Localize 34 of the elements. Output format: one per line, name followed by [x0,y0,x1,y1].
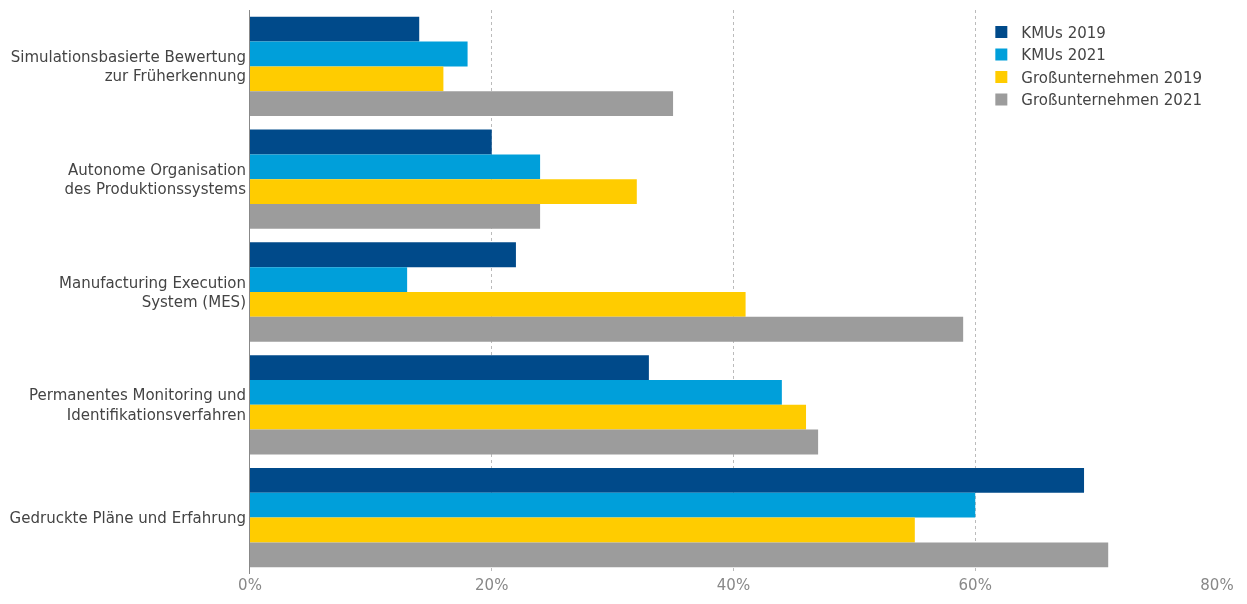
bar [250,91,674,117]
x-tick-label: 60% [958,576,992,594]
bar [250,204,541,229]
bar [250,316,964,342]
bar [250,355,649,380]
bar [250,41,468,67]
bar [250,517,915,543]
x-tick-label: 80% [1200,576,1234,594]
y-tick-label: Gedruckte Pläne und Erfahrung [9,508,246,527]
bar [250,379,782,405]
y-tick-label: Permanentes Monitoring und Identifikationsverfahren [29,386,246,424]
x-tick-label: 0% [238,576,262,594]
bar [250,129,492,155]
bar [250,492,976,518]
y-tick-label: Simulationsbasierte Bewertung zur Früherkennung [10,47,246,86]
bar [250,267,408,292]
legend-label: KMUs 2019 [1021,23,1106,42]
x-tick-label: 40% [716,576,751,594]
bar [250,242,516,268]
x-tick-label: 20% [475,576,509,594]
legend-label: Großunternehmen 2021 [1021,91,1202,110]
bar [250,154,541,180]
y-tick-label: Autonome Organisation des Produktionssystems [64,160,247,199]
bar [250,16,420,42]
legend-label: Großunternehmen 2019 [1021,68,1202,87]
bar [250,179,637,205]
bar [250,467,1085,493]
bar [250,292,746,317]
bar [250,404,807,430]
bar [250,542,1109,568]
bar [250,66,444,92]
y-tick-label: Manufacturing Execution System (MES) [59,273,246,311]
bar [250,429,819,455]
legend-label: KMUs 2021 [1021,46,1106,65]
